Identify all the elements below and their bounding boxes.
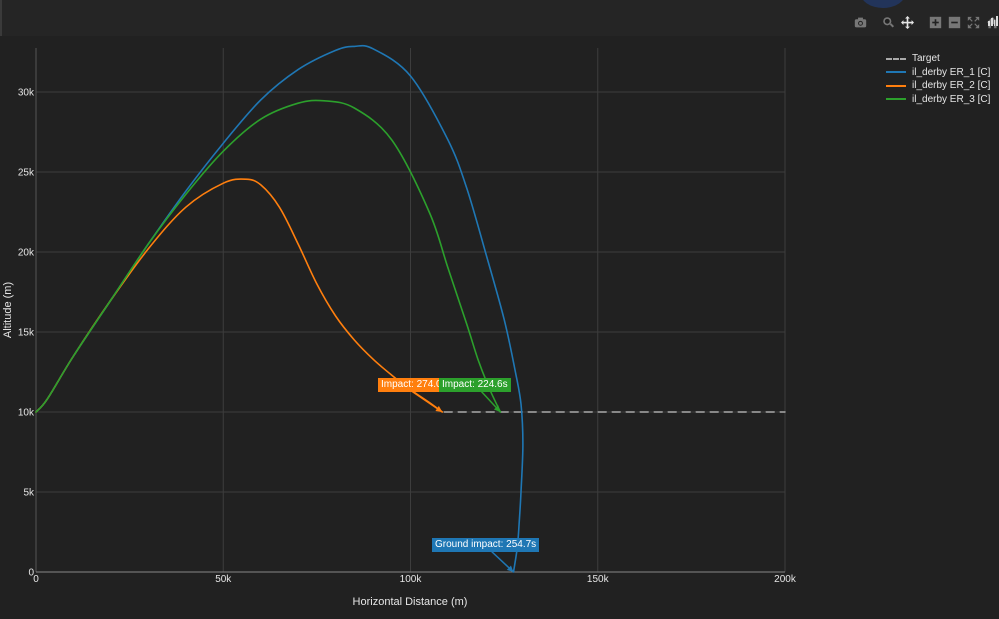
window-edge [0, 0, 2, 36]
autoscale-icon[interactable] [965, 14, 981, 30]
legend-item-er3[interactable]: il_derby ER_3 [C] [886, 93, 990, 107]
annotation-arrows [409, 389, 515, 573]
avatar[interactable] [860, 0, 906, 8]
axes [35, 48, 785, 573]
legend-swatch [886, 71, 906, 74]
legend-item-target[interactable]: Target [886, 52, 990, 66]
annotation-impact-er3: Impact: 224.6s [439, 378, 511, 392]
legend-label: il_derby ER_3 [C] [912, 93, 991, 105]
x-tick-label: 50k [215, 574, 232, 585]
x-tick-label: 150k [587, 574, 610, 585]
zoom-out-icon[interactable] [946, 14, 962, 30]
plotly-logo-icon [988, 14, 998, 26]
y-tick-label: 30k [18, 88, 35, 99]
camera-icon[interactable] [852, 14, 868, 30]
pan-icon[interactable] [899, 14, 915, 30]
y-tick-label: 15k [18, 328, 35, 339]
series-line-3 [35, 99, 502, 413]
series-group [35, 44, 786, 573]
y-tick-label: 20k [18, 248, 35, 259]
legend-item-er2[interactable]: il_derby ER_2 [C] [886, 79, 990, 93]
tick-labels: 0 50k 100k 150k 200k 0 5k 10k 15k 20k 25k 30k [18, 88, 797, 586]
modebar [852, 14, 999, 30]
legend-swatch [886, 84, 906, 87]
legend-label: il_derby ER_2 [C] [912, 80, 991, 92]
x-tick-label: 200k [774, 574, 797, 585]
grid [36, 48, 786, 572]
legend: Target il_derby ER_1 [C] il_derby ER_2 [… [886, 52, 990, 106]
x-tick-label: 100k [400, 574, 423, 585]
y-tick-label: 0 [28, 568, 34, 579]
annotation-arrow-1-head [493, 405, 501, 412]
x-tick-label: 0 [33, 574, 39, 585]
top-bar [0, 0, 999, 36]
legend-label: il_derby ER_1 [C] [912, 66, 991, 78]
annotation-arrow-0 [409, 389, 443, 413]
y-tick-label: 10k [18, 408, 35, 419]
annotation-arrow-0-head [435, 405, 443, 412]
series-line-1 [35, 44, 524, 573]
x-axis-title: Horizontal Distance (m) [352, 596, 468, 608]
legend-item-er1[interactable]: il_derby ER_1 [C] [886, 66, 990, 80]
zoom-icon[interactable] [880, 14, 896, 30]
legend-swatch [886, 57, 906, 60]
annotation-impact-er2: Impact: 274.0s [378, 378, 441, 392]
annotation-ground-impact-er1: Ground impact: 254.7s [432, 538, 540, 552]
legend-swatch [886, 98, 906, 101]
y-tick-label: 5k [23, 488, 35, 499]
legend-label: Target [912, 53, 940, 65]
zoom-in-icon[interactable] [927, 14, 943, 30]
y-axis-title: Altitude (m) [2, 281, 14, 339]
annotation-arrow-2-head [506, 565, 514, 572]
y-tick-label: 25k [18, 168, 35, 179]
